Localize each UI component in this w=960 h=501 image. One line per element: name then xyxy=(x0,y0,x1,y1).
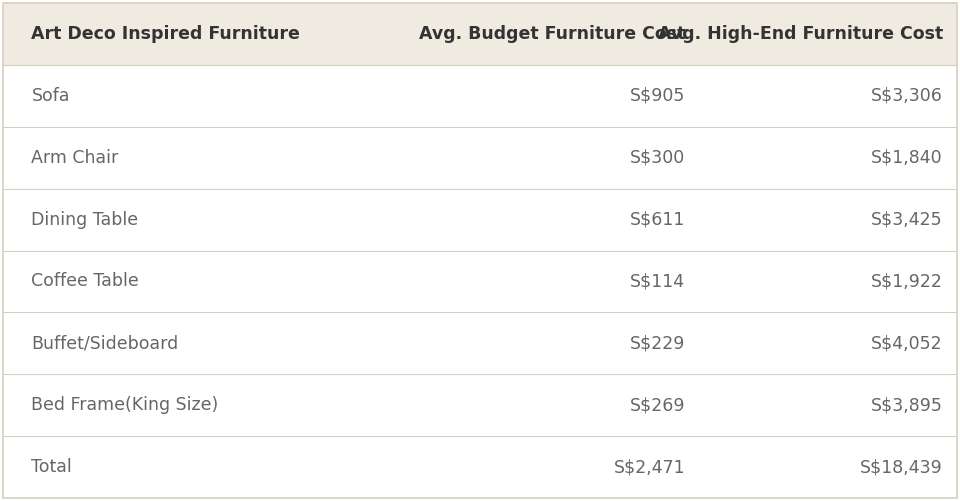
Text: S$1,840: S$1,840 xyxy=(872,149,943,167)
Text: S$1,922: S$1,922 xyxy=(871,273,943,291)
Text: Sofa: Sofa xyxy=(32,87,70,105)
Text: Bed Frame(King Size): Bed Frame(King Size) xyxy=(32,396,219,414)
Text: Total: Total xyxy=(32,458,72,476)
Text: S$2,471: S$2,471 xyxy=(613,458,685,476)
Text: S$229: S$229 xyxy=(630,334,685,352)
Text: Avg. High-End Furniture Cost: Avg. High-End Furniture Cost xyxy=(658,25,943,43)
Text: S$114: S$114 xyxy=(630,273,685,291)
Bar xyxy=(3,3,957,65)
Text: Arm Chair: Arm Chair xyxy=(32,149,119,167)
Text: S$3,306: S$3,306 xyxy=(871,87,943,105)
Text: S$300: S$300 xyxy=(630,149,685,167)
Text: S$3,425: S$3,425 xyxy=(872,210,943,228)
Text: S$18,439: S$18,439 xyxy=(860,458,943,476)
Text: S$3,895: S$3,895 xyxy=(871,396,943,414)
Text: Art Deco Inspired Furniture: Art Deco Inspired Furniture xyxy=(32,25,300,43)
Text: S$905: S$905 xyxy=(630,87,685,105)
Text: S$4,052: S$4,052 xyxy=(872,334,943,352)
Text: S$269: S$269 xyxy=(630,396,685,414)
Text: Avg. Budget Furniture Cost: Avg. Budget Furniture Cost xyxy=(419,25,685,43)
Text: Coffee Table: Coffee Table xyxy=(32,273,139,291)
Text: Buffet/Sideboard: Buffet/Sideboard xyxy=(32,334,179,352)
Text: Dining Table: Dining Table xyxy=(32,210,138,228)
Text: S$611: S$611 xyxy=(630,210,685,228)
